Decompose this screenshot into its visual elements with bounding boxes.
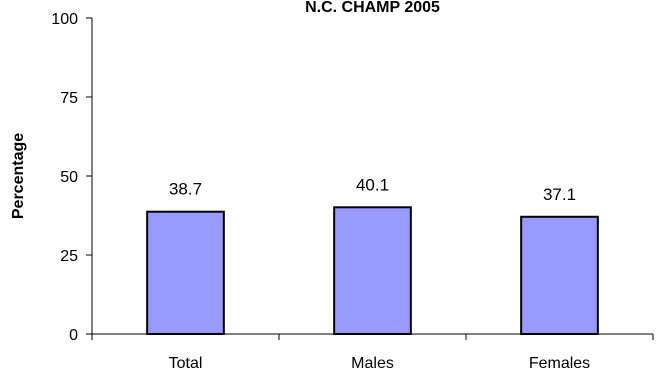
data-label: 38.7 bbox=[169, 180, 202, 199]
y-tick-label: 75 bbox=[60, 90, 78, 107]
data-label: 37.1 bbox=[543, 185, 576, 204]
data-labels: 38.7 40.1 37.1 bbox=[169, 175, 576, 203]
y-tick-label: 0 bbox=[69, 327, 78, 344]
x-tick-label: Males bbox=[351, 355, 394, 372]
x-ticks: Total Males Females bbox=[91, 334, 654, 372]
x-tick-label: Females bbox=[529, 355, 590, 372]
data-label: 40.1 bbox=[356, 175, 389, 194]
chart-title: N.C. CHAMP 2005 bbox=[305, 0, 440, 16]
y-ticks: 0 25 50 75 100 bbox=[51, 11, 92, 344]
y-tick-label: 100 bbox=[51, 11, 78, 28]
bars bbox=[146, 206, 599, 336]
y-axis-label: Percentage bbox=[10, 133, 27, 219]
bar-males bbox=[333, 206, 412, 335]
bar-females bbox=[520, 215, 599, 336]
y-tick-label: 50 bbox=[60, 169, 78, 186]
x-tick-label: Total bbox=[169, 355, 203, 372]
bar-total bbox=[146, 210, 225, 335]
y-tick-label: 25 bbox=[60, 248, 78, 265]
